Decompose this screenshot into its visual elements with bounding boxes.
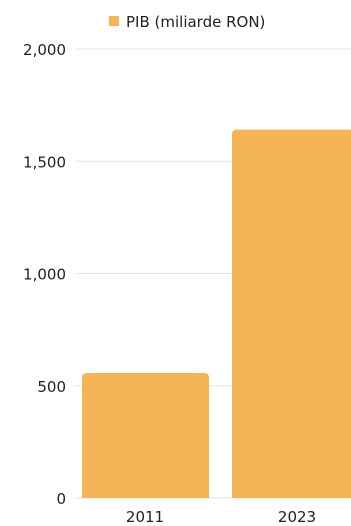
x-tick-label: 2011	[126, 508, 164, 526]
y-tick-label: 500	[37, 378, 66, 396]
y-tick-label: 1,500	[23, 153, 66, 171]
y-tick-label: 1,000	[23, 266, 66, 284]
y-axis: 0 500 1,000 1,500 2,000	[23, 41, 66, 508]
y-tick-label: 0	[56, 490, 66, 508]
bars	[82, 129, 351, 498]
bar-2011	[82, 372, 209, 498]
legend-swatch	[109, 16, 119, 26]
legend: PIB (miliarde RON)	[109, 13, 265, 31]
x-tick-label: 2023	[278, 508, 316, 526]
bar-2023	[232, 129, 351, 498]
y-tick-label: 2,000	[23, 41, 66, 59]
x-axis: 2011 2023	[126, 508, 316, 526]
legend-label: PIB (miliarde RON)	[126, 13, 265, 31]
